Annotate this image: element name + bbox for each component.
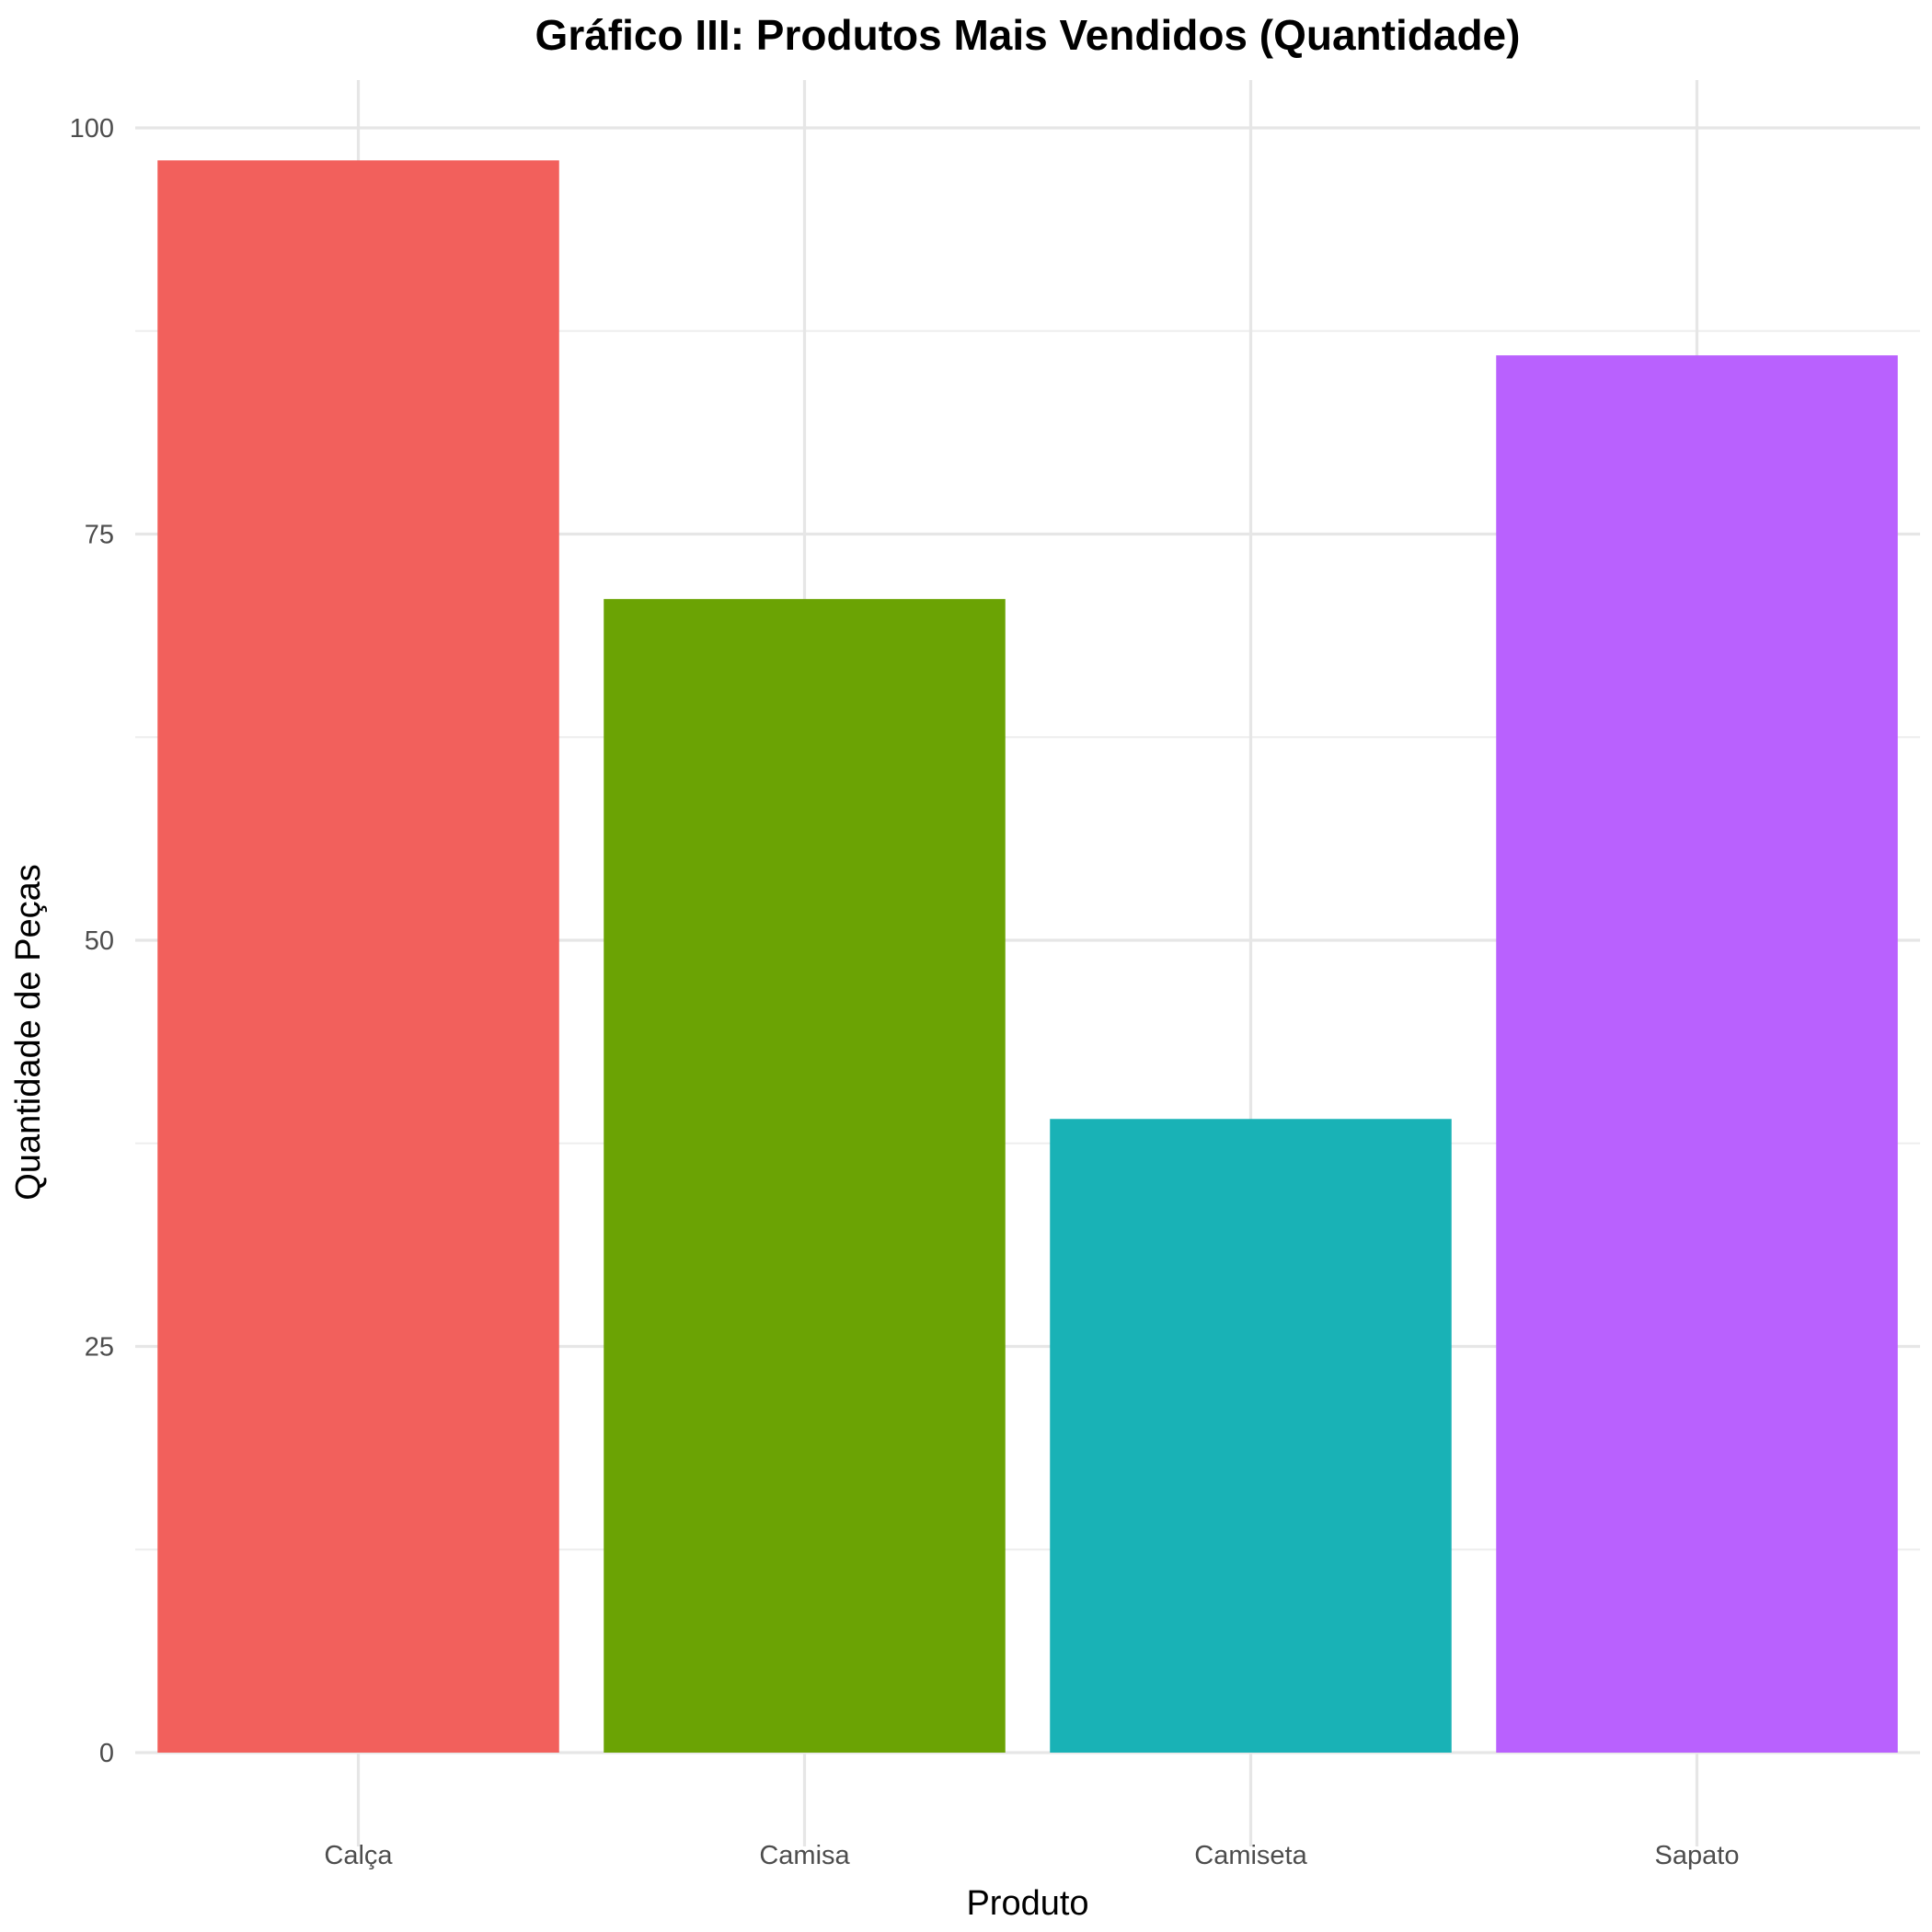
y-tick-label: 25 — [85, 1333, 114, 1363]
chart-title: Gráfico III: Produtos Mais Vendidos (Qua… — [535, 11, 1521, 59]
y-tick-label: 100 — [70, 114, 114, 144]
bar-camiseta — [1050, 1119, 1452, 1753]
x-tick-label: Calça — [324, 1841, 393, 1870]
y-tick-labels: 0 25 50 75 100 — [70, 114, 114, 1768]
x-axis-title: Produto — [966, 1884, 1088, 1923]
y-tick-label: 50 — [85, 926, 114, 956]
x-tick-labels: Calça Camisa Camiseta Sapato — [324, 1841, 1739, 1870]
bar-sapato — [1496, 355, 1898, 1753]
x-tick-label: Sapato — [1655, 1841, 1740, 1870]
x-tick-label: Camiseta — [1194, 1841, 1307, 1870]
bar-camisa — [604, 599, 1006, 1753]
bar-calça — [157, 160, 559, 1753]
x-tick-label: Camisa — [759, 1841, 850, 1870]
bars — [157, 160, 1898, 1753]
y-tick-label: 75 — [85, 521, 114, 550]
y-tick-label: 0 — [99, 1739, 114, 1768]
y-axis-title: Quantidade de Peças — [9, 864, 48, 1201]
